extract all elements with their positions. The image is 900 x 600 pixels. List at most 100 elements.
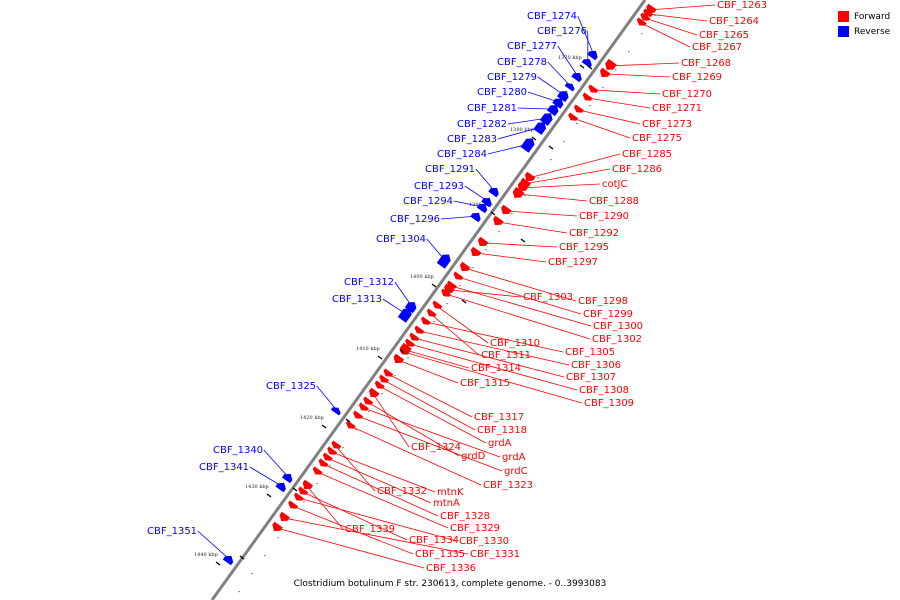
gene-cbf-1304[interactable] bbox=[436, 254, 451, 269]
gene-cbf-1263[interactable] bbox=[646, 3, 657, 14]
reverse-gene-label[interactable]: CBF_1351 bbox=[147, 526, 197, 537]
gene-cbf-1318[interactable] bbox=[379, 374, 389, 383]
forward-gene-label[interactable]: CBF_1273 bbox=[642, 119, 692, 130]
reverse-gene-label[interactable]: CBF_1313 bbox=[332, 294, 382, 305]
forward-gene-label[interactable]: mtnK bbox=[437, 487, 464, 498]
gene-cbf-1312[interactable] bbox=[404, 302, 417, 314]
reverse-gene-label[interactable]: CBF_1325 bbox=[266, 381, 316, 392]
forward-gene-label[interactable]: CBF_1314 bbox=[471, 363, 521, 374]
gene-cbf-1340[interactable] bbox=[281, 473, 293, 484]
forward-gene-label[interactable]: grdC bbox=[504, 466, 528, 477]
forward-gene-label[interactable]: grdD bbox=[461, 451, 486, 462]
reverse-gene-label[interactable]: CBF_1341 bbox=[199, 462, 249, 473]
reverse-gene-label[interactable]: CBF_1293 bbox=[414, 181, 464, 192]
gene-cbf-1307[interactable] bbox=[409, 332, 420, 341]
gene-cbf-1317[interactable] bbox=[383, 368, 394, 377]
gene-cbf-1277[interactable] bbox=[571, 72, 582, 83]
forward-gene-label[interactable]: CBF_1275 bbox=[632, 133, 682, 144]
reverse-gene-label[interactable]: CBF_1340 bbox=[213, 445, 263, 456]
gene-cbf-1279[interactable] bbox=[557, 91, 569, 103]
forward-gene-label[interactable]: CBF_1263 bbox=[717, 0, 767, 11]
gene-cbf-1295[interactable] bbox=[478, 236, 489, 247]
gene-cbf-1336[interactable] bbox=[272, 521, 283, 532]
gene-cbf-1311[interactable] bbox=[426, 308, 437, 317]
gene-cbf-1282[interactable] bbox=[539, 113, 553, 126]
forward-gene-label[interactable]: CBF_1271 bbox=[652, 103, 702, 114]
gene-cbf-1274[interactable] bbox=[587, 50, 598, 61]
gene-cbf-1276[interactable] bbox=[581, 59, 592, 68]
gene-cbf-1278[interactable] bbox=[564, 83, 575, 92]
forward-gene-label[interactable]: CBF_1288 bbox=[589, 196, 639, 207]
forward-gene-label[interactable]: CBF_1328 bbox=[440, 511, 490, 522]
forward-gene-label[interactable]: CBF_1324 bbox=[411, 442, 461, 453]
forward-gene-label[interactable]: CBF_1310 bbox=[490, 338, 540, 349]
gene-cbf-1334[interactable] bbox=[298, 486, 309, 495]
forward-gene-label[interactable]: CBF_1295 bbox=[559, 242, 609, 253]
reverse-gene-label[interactable]: CBF_1304 bbox=[376, 234, 426, 245]
gene-cbf-1297[interactable] bbox=[470, 246, 482, 257]
gene-cbf-1269[interactable] bbox=[600, 67, 611, 78]
gene-cbf-1285[interactable] bbox=[524, 171, 536, 182]
gene-cbf-1323[interactable] bbox=[346, 420, 356, 429]
forward-gene-label[interactable]: CBF_1336 bbox=[426, 563, 476, 574]
gene-cbf-1281[interactable] bbox=[546, 105, 559, 117]
reverse-gene-label[interactable]: CBF_1280 bbox=[477, 87, 527, 98]
reverse-gene-label[interactable]: CBF_1274 bbox=[527, 11, 577, 22]
gene-cbf-1303[interactable] bbox=[444, 283, 455, 294]
reverse-gene-label[interactable]: CBF_1296 bbox=[390, 214, 440, 225]
forward-gene-label[interactable]: CBF_1323 bbox=[483, 480, 533, 491]
forward-gene-label[interactable]: CBF_1311 bbox=[481, 350, 531, 361]
forward-gene-label[interactable]: CBF_1306 bbox=[571, 360, 621, 371]
forward-gene-label[interactable]: CBF_1309 bbox=[584, 398, 634, 409]
gene-cbf-1329[interactable] bbox=[312, 466, 323, 475]
forward-gene-label[interactable]: CBF_1285 bbox=[622, 149, 672, 160]
gene-cbf-1270[interactable] bbox=[588, 84, 599, 93]
forward-gene-label[interactable]: CBF_1305 bbox=[565, 347, 615, 358]
forward-gene-label[interactable]: CBF_1308 bbox=[579, 385, 629, 396]
forward-gene-label[interactable]: CBF_1265 bbox=[699, 30, 749, 41]
gene-cbf-1325[interactable] bbox=[330, 407, 341, 416]
forward-gene-label[interactable]: mtnA bbox=[433, 498, 460, 509]
forward-gene-label[interactable]: CBF_1268 bbox=[681, 58, 731, 69]
gene-cbf-1294[interactable] bbox=[476, 203, 488, 214]
reverse-gene-label[interactable]: CBF_1279 bbox=[487, 72, 537, 83]
reverse-gene-label[interactable]: CBF_1284 bbox=[437, 149, 487, 160]
forward-gene-label[interactable]: CBF_1334 bbox=[409, 535, 459, 546]
reverse-gene-label[interactable]: CBF_1294 bbox=[403, 196, 453, 207]
reverse-gene-label[interactable]: CBF_1281 bbox=[467, 103, 517, 114]
gene-cbf-1284[interactable] bbox=[520, 138, 535, 153]
reverse-gene-label[interactable]: CBF_1282 bbox=[457, 119, 507, 130]
gene-cbf-1264[interactable] bbox=[643, 8, 654, 17]
forward-gene-label[interactable]: CBF_1332 bbox=[377, 486, 427, 497]
gene-cotjc[interactable] bbox=[517, 181, 529, 192]
forward-gene-label[interactable]: CBF_1269 bbox=[672, 72, 722, 83]
forward-gene-label[interactable]: CBF_1329 bbox=[450, 523, 500, 534]
forward-gene-label[interactable]: CBF_1302 bbox=[592, 334, 642, 345]
gene-cbf-1293[interactable] bbox=[481, 197, 492, 208]
gene-cbf-1351[interactable] bbox=[222, 555, 234, 566]
gene-cbf-1332[interactable] bbox=[331, 440, 342, 449]
gene-mtna[interactable] bbox=[322, 452, 333, 461]
forward-gene-label[interactable]: CBF_1297 bbox=[548, 257, 598, 268]
gene-grda[interactable] bbox=[374, 380, 385, 389]
forward-gene-label[interactable]: CBF_1298 bbox=[578, 296, 628, 307]
forward-gene-label[interactable]: cotJC bbox=[602, 179, 627, 190]
reverse-gene-label[interactable]: CBF_1312 bbox=[344, 277, 394, 288]
gene-cbf-1315[interactable] bbox=[393, 353, 404, 364]
forward-gene-label[interactable]: CBF_1299 bbox=[583, 309, 633, 320]
forward-gene-label[interactable]: CBF_1270 bbox=[662, 89, 712, 100]
gene-cbf-1310[interactable] bbox=[432, 300, 443, 309]
forward-gene-label[interactable]: CBF_1315 bbox=[460, 378, 510, 389]
forward-gene-label[interactable]: CBF_1264 bbox=[709, 16, 759, 27]
gene-cbf-1296[interactable] bbox=[470, 212, 481, 223]
gene-cbf-1305[interactable] bbox=[421, 316, 431, 325]
reverse-gene-label[interactable]: CBF_1278 bbox=[497, 57, 547, 68]
forward-gene-label[interactable]: CBF_1292 bbox=[569, 228, 619, 239]
forward-gene-label[interactable]: CBF_1339 bbox=[345, 524, 395, 535]
forward-gene-label[interactable]: CBF_1303 bbox=[523, 292, 573, 303]
gene-cbf-1283[interactable] bbox=[533, 122, 547, 135]
forward-gene-label[interactable]: CBF_1307 bbox=[566, 372, 616, 383]
forward-gene-label[interactable]: CBF_1300 bbox=[593, 321, 643, 332]
gene-cbf-1331[interactable] bbox=[279, 511, 290, 522]
gene-cbf-1339[interactable] bbox=[302, 479, 314, 490]
